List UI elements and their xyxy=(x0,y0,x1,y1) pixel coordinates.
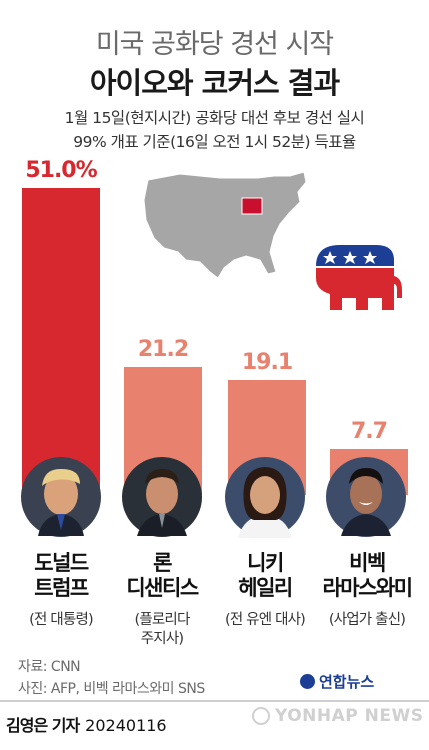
yonhap-logo: 연합뉴스 xyxy=(300,671,374,692)
byline: 김영은 기자 20240116 xyxy=(6,712,167,736)
candidate-role-line2: 주지사) xyxy=(140,631,184,647)
footer-divider xyxy=(0,700,429,702)
candidate-name-line1: 니키 xyxy=(247,551,284,575)
iowa-highlight xyxy=(241,197,263,215)
title-line-2: 아이오와 코커스 결과 xyxy=(89,66,340,100)
watermark-text: YONHAP NEWS xyxy=(275,706,424,726)
subtitle-line-2: 99% 개표 기준(16일 오전 1시 52분) 득표율 xyxy=(73,133,356,151)
value-label-desantis: 21.2 xyxy=(137,337,189,363)
candidate-label-ramaswamy: 비벡 라마스와미 (사업가 출신) xyxy=(313,551,421,630)
candidate-name-line1: 비벡 xyxy=(349,551,386,575)
author-name: 김영은 기자 xyxy=(6,716,80,735)
candidate-name-line1: 도널드 xyxy=(34,551,89,575)
candidate-role-line1: (전 유엔 대사) xyxy=(224,612,306,628)
us-map-shape xyxy=(143,171,307,279)
candidate-role-line1: (사업가 출신) xyxy=(328,612,406,628)
candidate-name-line2: 라마스와미 xyxy=(322,576,413,600)
candidate-name-line2: 트럼프 xyxy=(34,576,89,600)
photo-source: 사진: AFP, 비벡 라마스와미 SNS xyxy=(18,681,205,697)
gop-elephant-icon xyxy=(316,245,402,310)
yonhap-watermark: YONHAP NEWS xyxy=(252,706,423,726)
candidate-label-haley: 니키 헤일리 (전 유엔 대사) xyxy=(214,551,316,630)
yonhap-logo-text: 연합뉴스 xyxy=(319,673,375,691)
data-source: 자료: CNN xyxy=(18,659,81,675)
value-label-ramaswamy: 7.7 xyxy=(351,418,388,444)
portrait-desantis xyxy=(122,457,202,537)
portrait-trump xyxy=(21,457,101,537)
candidate-role-line1: (플로리다 xyxy=(134,612,190,628)
candidate-label-desantis: 론 디샌티스 (플로리다 주지사) xyxy=(111,551,213,649)
bar-trump xyxy=(22,188,100,495)
value-label-haley: 19.1 xyxy=(241,350,293,376)
subtitle-line-1: 1월 15일(현지시간) 공화당 대선 후보 경선 실시 xyxy=(64,109,365,127)
candidate-name-line1: 론 xyxy=(153,551,172,575)
portrait-haley xyxy=(225,457,305,538)
title-line-1: 미국 공화당 경선 시작 xyxy=(95,29,334,60)
candidate-name-line2: 디샌티스 xyxy=(126,576,199,600)
us-map-icon xyxy=(143,171,307,279)
candidate-name-line2: 헤일리 xyxy=(238,576,293,600)
candidate-label-trump: 도널드 트럼프 (전 대통령) xyxy=(10,551,112,630)
portrait-ramaswamy xyxy=(326,457,406,537)
value-label-trump: 51.0% xyxy=(25,158,97,183)
publish-date: 20240116 xyxy=(85,716,167,735)
candidate-role-line1: (전 대통령) xyxy=(29,612,93,628)
watermark-icon xyxy=(252,707,270,725)
yonhap-logo-icon xyxy=(300,674,315,689)
